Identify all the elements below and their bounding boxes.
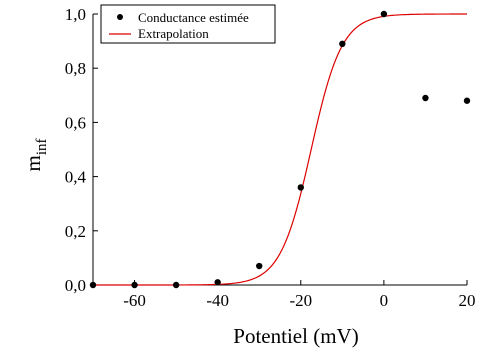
data-point xyxy=(463,97,471,104)
x-tick-label: 0 xyxy=(380,291,389,310)
legend-label-curve: Extrapolation xyxy=(138,26,209,41)
extrapolation-curve xyxy=(93,13,467,286)
x-axis-title: Potentiel (mV) xyxy=(233,324,358,348)
legend: Conductance estimée Extrapolation xyxy=(100,4,276,44)
data-point xyxy=(339,40,346,48)
data-point xyxy=(131,281,138,289)
data-points xyxy=(89,10,471,289)
data-point xyxy=(297,184,304,191)
y-axis-title-main: m xyxy=(21,155,45,171)
y-tick-label: 0,8 xyxy=(65,59,86,78)
x-tick-label: -20 xyxy=(289,291,312,310)
y-tick-label: 0,0 xyxy=(65,276,86,295)
x-tick-label: -60 xyxy=(123,291,146,310)
legend-box xyxy=(100,4,276,44)
data-point xyxy=(380,10,388,18)
legend-marker-points xyxy=(117,14,123,20)
y-tick-label: 0,2 xyxy=(65,222,86,241)
x-ticks: -60 -40 -20 0 20 xyxy=(123,280,476,310)
y-tick-label: 0,4 xyxy=(65,168,87,187)
y-ticks: 0,0 0,2 0,4 0,6 0,8 1,0 xyxy=(65,5,98,295)
y-tick-label: 1,0 xyxy=(65,5,86,24)
data-point xyxy=(256,262,263,270)
y-tick-label: 0,6 xyxy=(65,113,86,132)
x-tick-label: 20 xyxy=(459,291,476,310)
data-point xyxy=(214,279,221,286)
plot-area xyxy=(92,14,467,286)
legend-label-points: Conductance estimée xyxy=(138,10,249,25)
y-axis-title-subscript: inf xyxy=(34,138,50,155)
data-point xyxy=(422,94,429,102)
data-point xyxy=(89,281,97,289)
x-tick-label: -40 xyxy=(206,291,229,310)
data-point xyxy=(172,281,180,289)
y-axis-title: minf xyxy=(21,138,50,171)
